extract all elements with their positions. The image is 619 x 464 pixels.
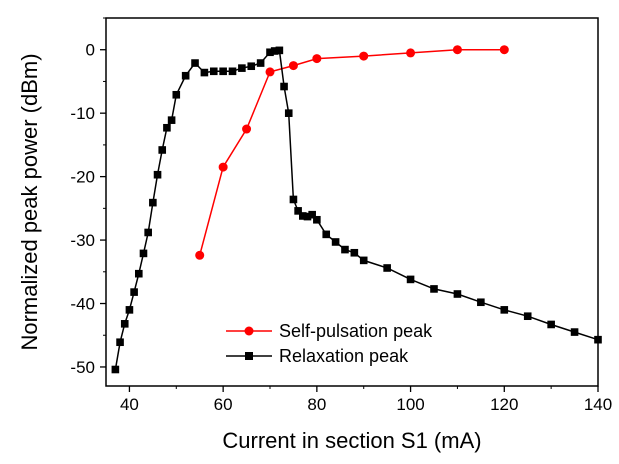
x-tick-label: 80 bbox=[307, 395, 326, 414]
data-point-relaxation bbox=[130, 288, 138, 296]
y-axis-title: Normalized peak power (dBm) bbox=[17, 53, 42, 350]
y-tick-label: 0 bbox=[86, 41, 95, 60]
data-point-relaxation bbox=[163, 123, 171, 132]
data-point-relaxation bbox=[359, 256, 368, 265]
legend: Self-pulsation peak Relaxation peak bbox=[226, 321, 433, 366]
data-point-relaxation bbox=[406, 275, 415, 284]
data-point-relaxation bbox=[200, 68, 209, 77]
data-point-relaxation bbox=[275, 46, 284, 55]
data-point-relaxation bbox=[167, 116, 176, 124]
data-point-self-pulsation bbox=[195, 250, 205, 260]
plot-frame bbox=[105, 17, 599, 387]
y-tick-label: -10 bbox=[70, 104, 95, 123]
data-point-relaxation bbox=[116, 338, 124, 347]
series-layer bbox=[111, 45, 602, 374]
data-point-relaxation bbox=[280, 82, 288, 91]
data-point-relaxation bbox=[125, 306, 134, 314]
legend-swatch-self-pulsation-marker bbox=[244, 326, 254, 336]
legend-swatch-relaxation-marker bbox=[245, 352, 253, 360]
data-point-relaxation bbox=[120, 320, 129, 328]
data-point-relaxation bbox=[256, 59, 265, 67]
data-point-relaxation bbox=[247, 62, 256, 71]
data-point-relaxation bbox=[153, 170, 162, 179]
data-point-relaxation bbox=[144, 228, 152, 237]
data-point-relaxation bbox=[453, 290, 462, 298]
data-point-relaxation bbox=[209, 67, 218, 76]
ticks-layer: 40 60 80 100 120 140 0 -10 -20 -30 -40 -50 bbox=[70, 17, 612, 414]
data-point-relaxation bbox=[299, 212, 307, 220]
data-point-relaxation bbox=[383, 264, 391, 272]
data-point-relaxation bbox=[219, 67, 227, 76]
data-point-relaxation bbox=[322, 230, 331, 239]
data-point-relaxation bbox=[135, 269, 143, 278]
data-point-relaxation bbox=[303, 212, 312, 221]
data-point-self-pulsation bbox=[218, 162, 228, 172]
data-point-relaxation bbox=[289, 195, 298, 204]
x-tick-label: 40 bbox=[120, 395, 139, 414]
x-axis-title: Current in section S1 (mA) bbox=[222, 428, 481, 453]
data-point-self-pulsation bbox=[312, 54, 322, 64]
data-point-self-pulsation bbox=[242, 124, 252, 134]
x-tick-label: 120 bbox=[490, 395, 518, 414]
data-point-relaxation bbox=[523, 312, 532, 321]
data-point-relaxation bbox=[331, 238, 340, 246]
data-point-relaxation bbox=[172, 90, 181, 99]
y-tick-label: -50 bbox=[70, 358, 95, 377]
data-point-self-pulsation bbox=[359, 51, 369, 61]
y-tick-label: -30 bbox=[70, 231, 95, 250]
data-point-relaxation bbox=[313, 215, 321, 224]
legend-label-relaxation: Relaxation peak bbox=[279, 346, 409, 366]
data-point-relaxation bbox=[294, 207, 302, 215]
data-point-relaxation bbox=[181, 71, 190, 80]
data-point-relaxation bbox=[308, 210, 316, 219]
data-point-relaxation bbox=[570, 328, 579, 336]
data-point-relaxation bbox=[228, 67, 237, 76]
data-point-self-pulsation bbox=[499, 45, 509, 55]
data-point-relaxation bbox=[547, 320, 555, 329]
x-tick-label: 100 bbox=[396, 395, 424, 414]
x-tick-label: 60 bbox=[214, 395, 233, 414]
x-tick-label: 140 bbox=[584, 395, 612, 414]
data-point-self-pulsation bbox=[288, 61, 298, 71]
data-point-relaxation bbox=[111, 365, 120, 374]
data-point-relaxation bbox=[266, 48, 274, 57]
data-point-relaxation bbox=[270, 47, 279, 55]
data-point-relaxation bbox=[341, 245, 349, 254]
data-point-self-pulsation bbox=[265, 67, 275, 77]
data-point-self-pulsation bbox=[452, 45, 462, 55]
data-point-relaxation bbox=[191, 59, 199, 67]
data-point-relaxation bbox=[149, 198, 157, 207]
data-point-relaxation bbox=[238, 64, 246, 72]
y-tick-label: -40 bbox=[70, 295, 95, 314]
series-line-self-pulsation bbox=[198, 48, 505, 256]
data-point-relaxation bbox=[139, 249, 148, 258]
data-point-self-pulsation bbox=[406, 48, 416, 58]
data-point-relaxation bbox=[500, 306, 509, 314]
data-point-relaxation bbox=[430, 285, 438, 293]
data-point-relaxation bbox=[477, 298, 485, 307]
y-tick-label: -20 bbox=[70, 168, 95, 187]
data-point-relaxation bbox=[284, 109, 293, 117]
data-point-relaxation bbox=[350, 248, 359, 257]
data-point-relaxation bbox=[158, 146, 167, 154]
legend-label-self-pulsation: Self-pulsation peak bbox=[279, 321, 433, 341]
